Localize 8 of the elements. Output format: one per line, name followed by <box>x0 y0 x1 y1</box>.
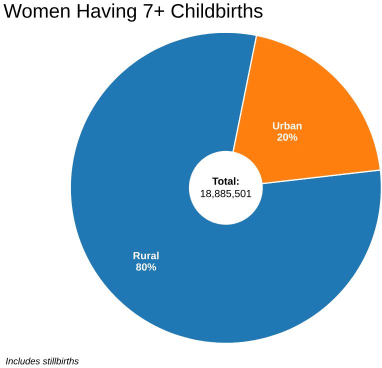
text: 18,885,501 <box>200 190 252 198</box>
text: Total: <box>212 177 239 185</box>
slice-label: Urban <box>272 122 302 130</box>
data-label: 20% <box>277 134 298 141</box>
data-label: 80% <box>136 263 156 271</box>
chart-title: Women Having 7+ Childbirths <box>4 3 263 22</box>
text: Includes stillbirths <box>6 358 79 364</box>
slice-label: Rural <box>134 252 159 260</box>
